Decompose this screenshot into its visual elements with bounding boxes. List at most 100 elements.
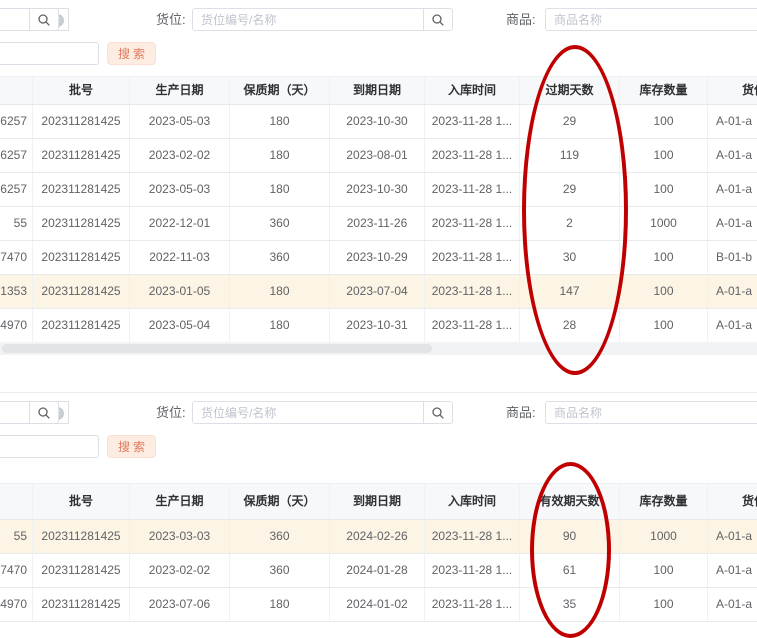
product-input[interactable] bbox=[545, 401, 757, 424]
table-cell: 55 bbox=[0, 520, 33, 553]
table-cell: 90 bbox=[520, 520, 620, 553]
table-cell: 2023-11-28 1... bbox=[425, 207, 520, 240]
scrollbar-thumb[interactable] bbox=[2, 344, 432, 353]
table-cell: 360 bbox=[230, 520, 330, 553]
search-button[interactable]: 搜索 bbox=[107, 42, 156, 65]
table-cell: 2023-07-06 bbox=[130, 588, 230, 621]
table-cell: 202311281425 bbox=[33, 241, 130, 274]
table-cell: 55 bbox=[0, 207, 33, 240]
table-row[interactable]: 55 202311281425 2023-03-03 360 2024-02-26 202… bbox=[0, 520, 757, 554]
secondary-filter-input[interactable] bbox=[0, 42, 99, 65]
header-cell: 批号 bbox=[33, 484, 130, 519]
table-cell: 2023-02-02 bbox=[130, 139, 230, 172]
location-search-icon-button[interactable] bbox=[423, 8, 453, 31]
header-cell bbox=[0, 77, 33, 104]
location-input[interactable] bbox=[192, 401, 424, 424]
table-cell: 2023-10-30 bbox=[330, 173, 425, 206]
table-cell: 2023-11-28 1... bbox=[425, 520, 520, 553]
location-label: 货位: bbox=[156, 12, 186, 27]
header-cell: 过期天数 bbox=[520, 77, 620, 104]
table-cell: 202311281425 bbox=[33, 520, 130, 553]
table-cell: 202311281425 bbox=[33, 554, 130, 587]
table-row[interactable]: 7470 202311281425 2023-02-02 360 2024-01-28 2… bbox=[0, 554, 757, 588]
table-cell: A-01-a bbox=[716, 182, 753, 196]
table-cell: A-01-a bbox=[716, 318, 753, 332]
table-row[interactable]: 6257 202311281425 2023-05-03 180 2023-10-30 2… bbox=[0, 105, 757, 139]
table-row[interactable]: 6257 202311281425 2023-05-03 180 2023-10-30 2… bbox=[0, 173, 757, 207]
table-cell: 2023-10-30 bbox=[330, 105, 425, 138]
table-cell: 28 bbox=[520, 309, 620, 342]
table-cell: 2024-02-26 bbox=[330, 520, 425, 553]
table-cell: 100 bbox=[620, 173, 708, 206]
table-cell: 7470 bbox=[0, 554, 33, 587]
table-row[interactable]: 4970 202311281425 2023-05-04 180 2023-10-31 2… bbox=[0, 309, 757, 343]
header-cell: 入库时间 bbox=[425, 484, 520, 519]
header-cell: 入库时间 bbox=[425, 77, 520, 104]
table-cell: 2023-03-03 bbox=[130, 520, 230, 553]
header-cell: 保质期（天） bbox=[230, 484, 330, 519]
table-cell: 2023-05-03 bbox=[130, 105, 230, 138]
product-label: 商品: bbox=[506, 12, 536, 27]
table-cell: 2023-11-28 1... bbox=[425, 173, 520, 206]
header-cell: 到期日期 bbox=[330, 77, 425, 104]
valid-goods-section: × 货位: 商品: 搜索 批号生产日期保质期（天）到期日期入库时间有效期天数库存… bbox=[0, 392, 757, 633]
table-cell: A-01-a bbox=[716, 563, 753, 577]
search-icon bbox=[431, 13, 445, 27]
table-cell: 2023-02-02 bbox=[130, 554, 230, 587]
table-cell: 6257 bbox=[0, 139, 33, 172]
header-cell: 库存数量 bbox=[620, 77, 708, 104]
location-label: 货位: bbox=[156, 405, 186, 420]
table-body: 6257 202311281425 2023-05-03 180 2023-10-30 2… bbox=[0, 105, 757, 343]
product-input[interactable] bbox=[545, 8, 757, 31]
secondary-filter-input[interactable] bbox=[0, 435, 99, 458]
table-row[interactable]: 7470 202311281425 2022-11-03 360 2023-10-29 2… bbox=[0, 241, 757, 275]
table-cell: A-01-a bbox=[716, 114, 753, 128]
table-cell: 29 bbox=[520, 105, 620, 138]
table-cell: 61 bbox=[520, 554, 620, 587]
table-cell: 7470 bbox=[0, 241, 33, 274]
table-cell: 202311281425 bbox=[33, 173, 130, 206]
table-cell: 147 bbox=[520, 275, 620, 308]
table-row[interactable]: 1353 202311281425 2023-01-05 180 2023-07-04 2… bbox=[0, 275, 757, 309]
table-cell: B-01-b bbox=[716, 250, 753, 264]
table-row[interactable]: 55 202311281425 2022-12-01 360 2023-11-26 202… bbox=[0, 207, 757, 241]
table-cell: 100 bbox=[620, 139, 708, 172]
table-cell: 119 bbox=[520, 139, 620, 172]
table-cell: 2023-11-28 1... bbox=[425, 139, 520, 172]
header-cell: 库存数量 bbox=[620, 484, 708, 519]
search-icon bbox=[37, 13, 51, 27]
table-cell: 2023-07-04 bbox=[330, 275, 425, 308]
location-input[interactable] bbox=[192, 8, 424, 31]
table-cell: 2023-10-31 bbox=[330, 309, 425, 342]
search-icon-button[interactable] bbox=[29, 8, 59, 31]
table-cell: A-01-a bbox=[716, 529, 753, 543]
header-cell: 保质期（天） bbox=[230, 77, 330, 104]
table-cell: 2023-01-05 bbox=[130, 275, 230, 308]
table-row[interactable]: 4970 202311281425 2023-07-06 180 2024-01-02 2… bbox=[0, 588, 757, 622]
table-cell: 2023-11-28 1... bbox=[425, 275, 520, 308]
table-cell: 2022-12-01 bbox=[130, 207, 230, 240]
table-cell: 100 bbox=[620, 275, 708, 308]
header-cell: 货位 bbox=[741, 494, 757, 508]
table-body: 55 202311281425 2023-03-03 360 2024-02-26 202… bbox=[0, 520, 757, 622]
table-cell: 4970 bbox=[0, 309, 33, 342]
table-cell: 202311281425 bbox=[33, 588, 130, 621]
table-cell: 1353 bbox=[0, 275, 33, 308]
header-cell bbox=[0, 484, 33, 519]
table-cell: 100 bbox=[620, 241, 708, 274]
search-icon-button[interactable] bbox=[29, 401, 59, 424]
table-row[interactable]: 6257 202311281425 2023-02-02 180 2023-08-01 2… bbox=[0, 139, 757, 173]
search-button[interactable]: 搜索 bbox=[107, 435, 156, 458]
horizontal-scrollbar[interactable] bbox=[0, 342, 757, 355]
table-cell: 2023-11-28 1... bbox=[425, 241, 520, 274]
table-cell: A-01-a bbox=[716, 597, 753, 611]
table-cell: 35 bbox=[520, 588, 620, 621]
location-search-icon-button[interactable] bbox=[423, 401, 453, 424]
table-cell: 180 bbox=[230, 105, 330, 138]
expired-goods-section: × 货位: 商品: 搜索 批号生产日期保质期（天）到期日期入库时间过期天数库存数… bbox=[0, 8, 757, 355]
table-cell: 2023-11-28 1... bbox=[425, 309, 520, 342]
